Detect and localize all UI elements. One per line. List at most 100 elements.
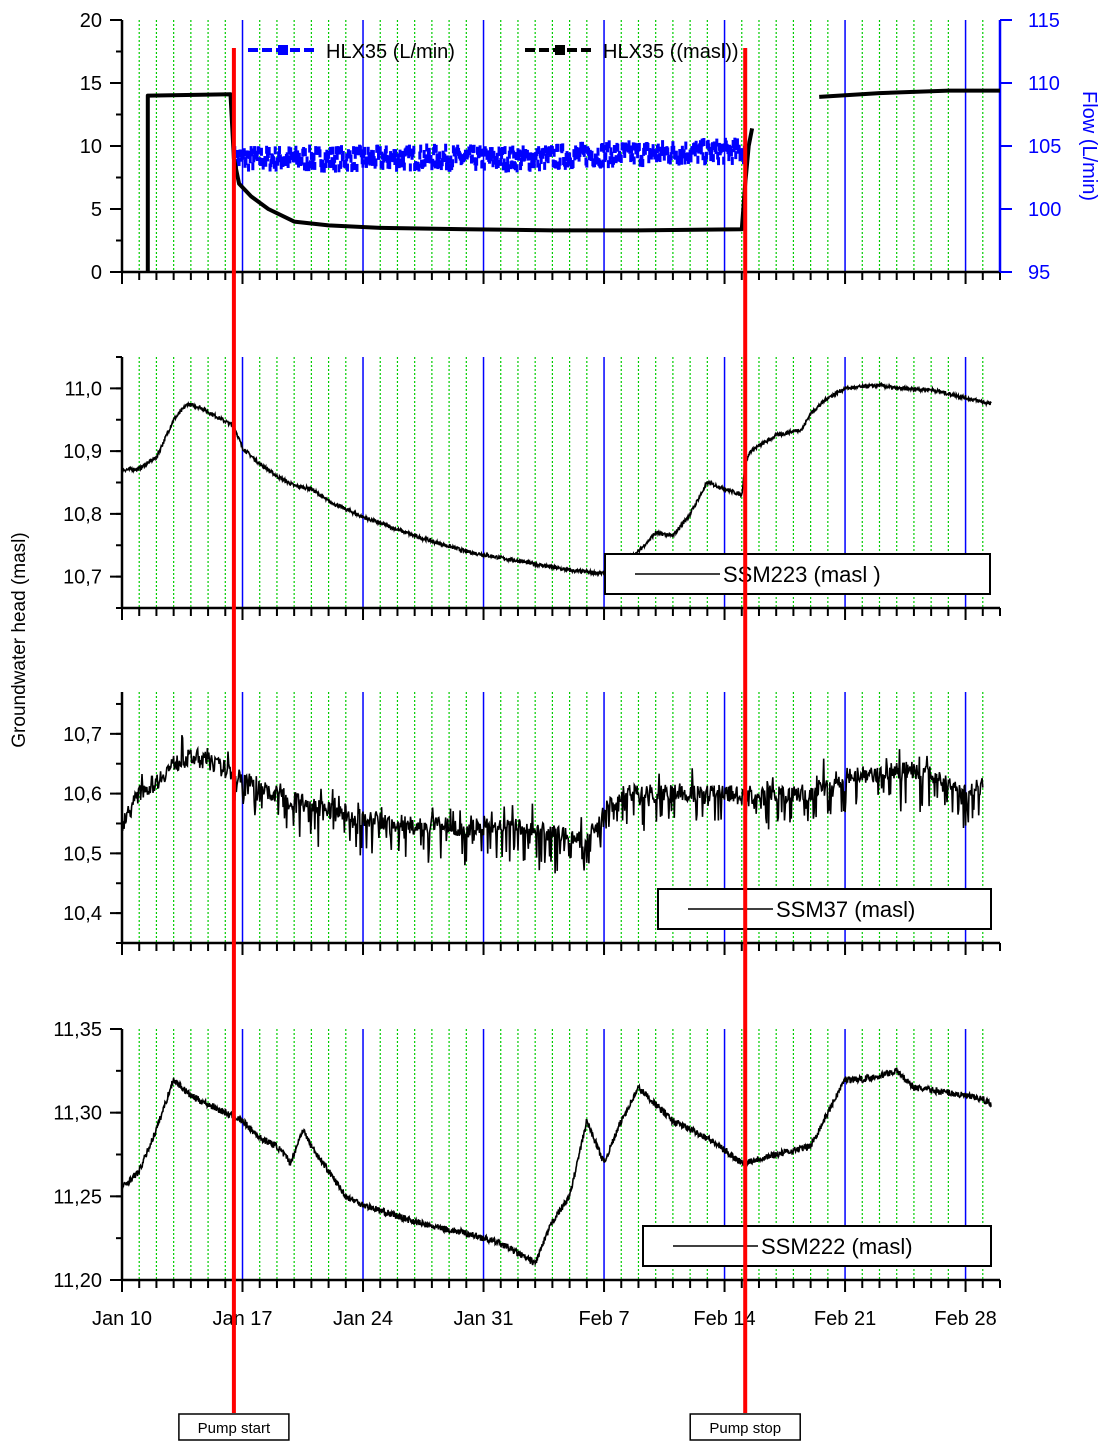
flow-point [721, 143, 725, 152]
flow-point [700, 138, 704, 147]
y-tick-label: 10,5 [63, 843, 102, 865]
legend-marker [278, 45, 288, 55]
flow-point [606, 160, 610, 169]
flow-point [630, 153, 634, 162]
y2-tick-label: 115 [1028, 10, 1060, 32]
y2-tick-label: 105 [1028, 136, 1061, 158]
flow-point [506, 156, 510, 165]
flow-point [473, 157, 477, 166]
flow-point [393, 157, 397, 166]
flow-point [641, 159, 645, 168]
flow-point [252, 154, 256, 163]
flow-point [550, 146, 554, 155]
flow-point [431, 158, 435, 167]
flow-point [662, 152, 666, 161]
flow-point [544, 153, 548, 162]
flow-point [494, 160, 498, 169]
flow-point [313, 161, 317, 170]
flow-point [518, 149, 522, 158]
flow-point [475, 157, 479, 166]
flow-point [327, 150, 331, 159]
flow-point [505, 162, 509, 171]
flow-point [585, 159, 589, 168]
flow-point [488, 147, 492, 156]
legend-label: SSM37 (masl) [776, 897, 915, 922]
flow-point [590, 150, 594, 159]
flow-point [444, 143, 448, 152]
series-line [819, 88, 1000, 99]
flow-point [352, 162, 356, 171]
flow-point [671, 141, 675, 150]
flow-point [432, 143, 436, 152]
flow-point [632, 156, 636, 165]
flow-point [710, 147, 714, 156]
flow-point [250, 148, 254, 157]
flow-point [660, 147, 664, 156]
flow-point [489, 153, 493, 162]
x-tick-label: Feb 28 [934, 1308, 996, 1330]
legend: SSM223 (masl ) [604, 553, 991, 595]
flow-point [300, 156, 304, 165]
flow-point [242, 148, 246, 157]
flow-point [384, 145, 388, 154]
flow-point [408, 163, 412, 172]
flow-point [610, 151, 614, 160]
flow-point [396, 153, 400, 162]
flow-point [285, 152, 289, 161]
flow-point [453, 148, 457, 157]
flow-point [333, 164, 337, 173]
flow-point [683, 156, 687, 165]
flow-point [477, 149, 481, 158]
flow-point [482, 162, 486, 171]
flow-point [521, 145, 525, 154]
flow-point [539, 156, 543, 165]
flow-point [701, 152, 705, 161]
y2-tick-label: 95 [1028, 262, 1050, 284]
flow-point [503, 146, 507, 155]
flow-point [507, 150, 511, 159]
flow-point [268, 163, 272, 172]
flow-point [600, 142, 604, 151]
flow-point [492, 150, 496, 159]
flow-point [561, 143, 565, 152]
flow-point [739, 152, 743, 161]
flow-point [434, 144, 438, 153]
series-line [145, 92, 755, 272]
flow-point [607, 140, 611, 149]
series-flow-band [232, 137, 746, 173]
flow-point [651, 144, 655, 153]
flow-point [348, 150, 352, 159]
flow-point [546, 155, 550, 164]
flow-point [614, 155, 618, 164]
flow-point [437, 159, 441, 168]
flow-point [336, 146, 340, 155]
flow-point [630, 145, 634, 154]
flow-point [257, 146, 261, 155]
legend-label: SSM223 (masl ) [723, 562, 881, 587]
flow-point [286, 159, 290, 168]
flow-point [689, 154, 693, 163]
y-tick-label: 5 [91, 199, 102, 221]
flow-point [277, 151, 281, 160]
flow-point [322, 164, 326, 173]
flow-point [538, 150, 542, 159]
flow-point [406, 145, 410, 154]
flow-point [612, 156, 616, 165]
flow-point [576, 147, 580, 156]
flow-point [255, 153, 259, 162]
flow-point [714, 146, 718, 155]
flow-point [371, 150, 375, 159]
flow-point [433, 160, 437, 169]
panel-3: 10,4 10,5 10,6 10,7 SSM37 (masl) [63, 692, 1001, 955]
flow-point [274, 163, 278, 172]
flow-point [296, 150, 300, 159]
flow-point [544, 145, 548, 154]
y-tick-label: 11,35 [53, 1019, 102, 1041]
flow-point [601, 159, 605, 168]
series-line [121, 1067, 992, 1267]
flow-point [474, 162, 478, 171]
flow-point [378, 146, 382, 155]
flow-point [372, 156, 376, 165]
legend: SSM222 (masl) [642, 1225, 992, 1267]
flow-point [269, 159, 273, 168]
